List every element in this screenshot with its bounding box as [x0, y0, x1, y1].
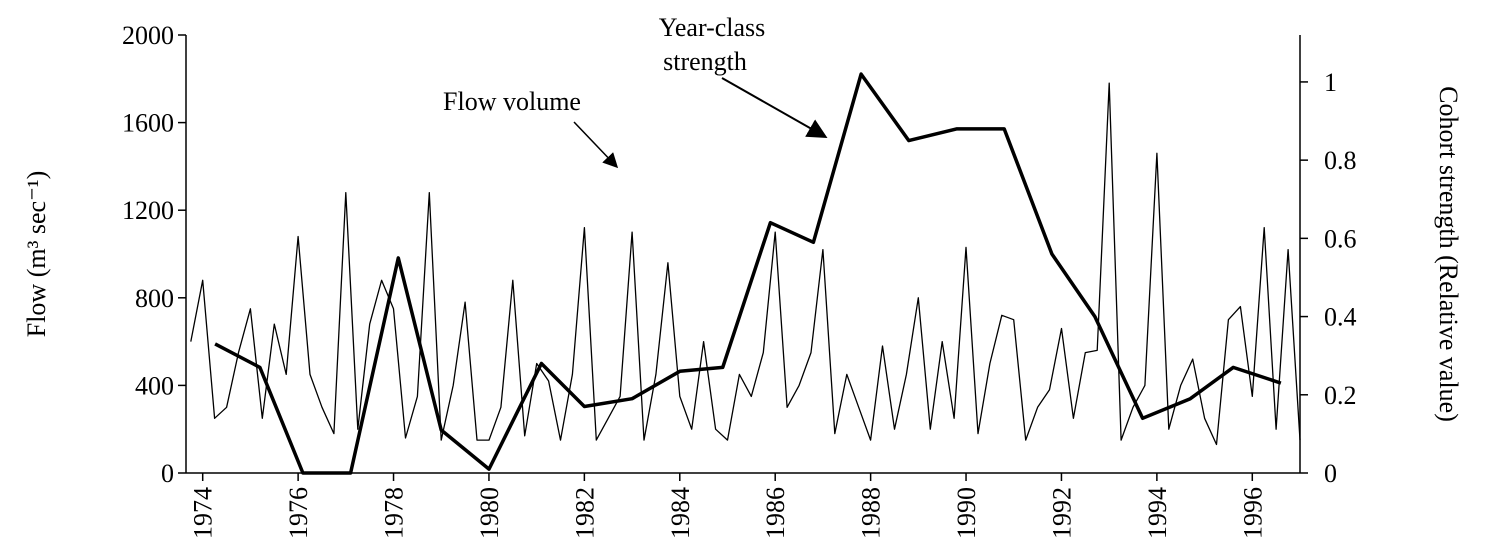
y2-tick-label: 0.6	[1324, 224, 1357, 253]
y2-tick-label: 0.2	[1324, 381, 1357, 410]
y2-axis-label: Cohort strength (Relative value)	[1434, 86, 1463, 422]
x-tick-label: 1992	[1047, 487, 1076, 539]
x-tick-label: 1996	[1238, 487, 1267, 539]
x-tick-label: 1984	[666, 487, 695, 539]
x-tick-label: 1986	[761, 487, 790, 539]
annotation: Flow volume	[443, 87, 581, 116]
x-tick-label: 1994	[1143, 487, 1172, 539]
x-tick-label: 1990	[952, 487, 981, 539]
y-tick-label: 800	[135, 284, 174, 313]
annotation-arrow	[573, 121, 619, 169]
y-tick-label: 2000	[122, 21, 174, 50]
y-tick-label: 0	[161, 459, 174, 488]
x-tick-label: 1982	[570, 487, 599, 539]
y-tick-label: 1600	[122, 109, 174, 138]
series-line	[190, 82, 1301, 446]
series-line	[214, 72, 1282, 475]
annotation: Year-class	[659, 13, 766, 42]
annotation: strength	[663, 47, 747, 76]
annotation-arrow	[721, 77, 828, 138]
x-tick-label: 1976	[284, 487, 313, 539]
x-tick-label: 1974	[189, 487, 218, 539]
x-tick-label: 1988	[857, 487, 886, 539]
y-tick-label: 400	[135, 371, 174, 400]
y2-tick-label: 1	[1324, 68, 1337, 97]
y2-tick-label: 0.4	[1324, 303, 1357, 332]
y2-tick-label: 0.8	[1324, 146, 1357, 175]
x-tick-label: 1980	[475, 487, 504, 539]
y-axis-label: Flow (m³ sec⁻¹)	[22, 171, 51, 338]
x-tick-label: 1978	[380, 487, 409, 539]
y-tick-label: 1200	[122, 196, 174, 225]
y2-tick-label: 0	[1324, 459, 1337, 488]
